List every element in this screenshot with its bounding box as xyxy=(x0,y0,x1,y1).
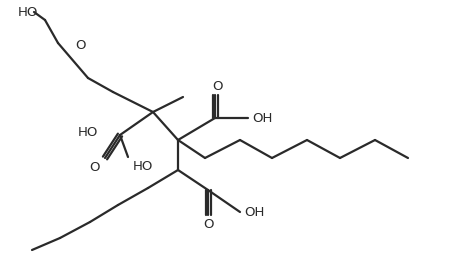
Text: OH: OH xyxy=(244,205,265,218)
Text: O: O xyxy=(212,80,222,93)
Text: HO: HO xyxy=(18,5,39,19)
Text: O: O xyxy=(75,39,85,52)
Text: O: O xyxy=(203,218,213,231)
Text: HO: HO xyxy=(133,160,153,173)
Text: OH: OH xyxy=(252,111,272,124)
Text: HO: HO xyxy=(78,126,98,139)
Text: O: O xyxy=(89,161,100,174)
